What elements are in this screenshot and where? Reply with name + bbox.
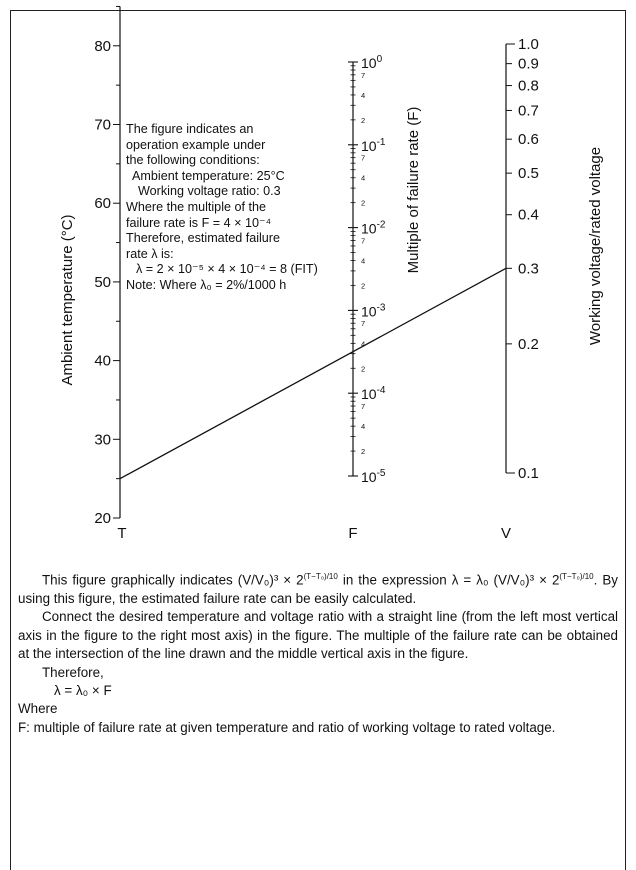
decade-exponent: -3: [377, 302, 386, 313]
minor-label: 4: [361, 339, 365, 348]
example-line: [119, 267, 507, 480]
minor-label: 4: [361, 257, 365, 266]
minor-label: 4: [361, 91, 365, 100]
note-line: Ambient temperature: 25°C: [132, 168, 285, 183]
note-line: rate λ is:: [126, 246, 174, 261]
right-rule: [625, 10, 626, 870]
minor-label: 2: [361, 364, 365, 373]
tick-label: 0.8: [518, 78, 539, 95]
minor-label: 2: [361, 281, 365, 290]
exponent: (T−T₀)/10: [559, 572, 594, 581]
formula-lambda: λ = λ₀ × F: [54, 682, 112, 698]
left-rule: [10, 10, 11, 870]
minor-label: 7: [361, 402, 365, 411]
tick-label: 60: [94, 195, 111, 212]
tick-label: 30: [94, 431, 111, 448]
note-line: failure rate is F = 4 × 10⁻⁴: [126, 215, 272, 230]
tick-label: 0.4: [518, 207, 539, 224]
tick-label: 0.2: [518, 336, 539, 353]
tick-label: 80: [94, 38, 111, 55]
minor-label: 2: [361, 116, 365, 125]
minor-label: 7: [361, 319, 365, 328]
tick-label: 0.9: [518, 56, 539, 73]
example-line-group: [119, 267, 507, 480]
text-part: . By using this figure, the estimated fa…: [18, 572, 618, 606]
decade-exponent: -5: [377, 468, 386, 479]
tick-label: 20: [94, 510, 111, 527]
note-line: λ = 2 × 10⁻⁵ × 4 × 10⁻⁴ = 8 (FIT): [136, 262, 318, 277]
tick-label: 0.1: [518, 465, 539, 482]
temperature-axis: 80 70 60 50 40 30 20 Ambient temperature (°C) T: [59, 5, 127, 542]
tick-label: 0.5: [518, 165, 539, 182]
axis-letter: V: [501, 525, 511, 542]
voltage-ratio-axis: 1.0 0.9 0.8 0.7 0.6 0.5 0.4 0.3 0.2 0.1 Working vo…: [501, 36, 604, 542]
note-line: Working voltage ratio: 0.3: [138, 184, 281, 199]
explanation-text: This figure graphically indicates (V/V₀)…: [18, 568, 618, 737]
paragraph-instructions: Connect the desired temperature and volt…: [18, 609, 618, 662]
minor-label: 7: [361, 154, 365, 163]
decade-label: 100: [361, 54, 383, 71]
minor-label: 7: [361, 71, 365, 80]
axis-title: Ambient temperature (°C): [59, 214, 76, 385]
note-line: Therefore, estimated failure: [126, 231, 280, 246]
top-rule: [10, 10, 626, 11]
tick-label: 0.7: [518, 102, 539, 119]
note-line: The figure indicates an: [126, 122, 254, 136]
axis-letter: T: [117, 525, 126, 542]
decade-exponent: 0: [377, 54, 383, 65]
paragraph-therefore: Therefore,: [42, 664, 104, 680]
note-line: the following conditions:: [126, 153, 260, 168]
minor-label: 4: [361, 174, 365, 183]
decade-label: 10-4: [361, 385, 386, 402]
paragraph-where: Where: [18, 701, 58, 717]
decade-label: 10-1: [361, 137, 386, 154]
decade-exponent: -2: [377, 220, 386, 231]
tick-label: 0.3: [518, 260, 539, 277]
tick-label: 50: [94, 274, 111, 291]
axis-letter: F: [348, 525, 357, 542]
axis-title: Multiple of failure rate (F): [405, 107, 422, 274]
paragraph-formula: This figure graphically indicates (V/V₀)…: [18, 568, 618, 608]
tick-label: 70: [94, 117, 111, 134]
paragraph-definition: F: multiple of failure rate at given tem…: [18, 719, 556, 735]
minor-label: 4: [361, 422, 365, 431]
minor-label: 7: [361, 236, 365, 245]
exponent: (T−T₀)/10: [303, 572, 338, 581]
minor-label: 2: [361, 199, 365, 208]
minor-label: 2: [361, 447, 365, 456]
example-note: The figure indicates an operation exampl…: [126, 122, 356, 294]
note-line: Note: Where λ₀ = 2%/1000 h: [126, 277, 287, 292]
failure-rate-axis: 100 10-1 10-2 10-3 10-4 10-5 7 4 2 7 4 2 7 4 2 7 4 2 7 4 2 Mu…: [348, 54, 422, 542]
decade-exponent: -1: [377, 137, 386, 148]
decade-label: 10-5: [361, 468, 386, 485]
note-line: Where the multiple of the: [126, 199, 267, 214]
tick-label: 1.0: [518, 36, 539, 53]
note-line: operation example under: [126, 137, 266, 152]
text-part: This figure graphically indicates (V/V₀)…: [42, 572, 304, 588]
axis-title: Working voltage/rated voltage: [587, 147, 604, 345]
decade-label: 10-3: [361, 302, 386, 319]
tick-label: 0.6: [518, 131, 539, 148]
decade-label: 10-2: [361, 220, 386, 237]
tick-label: 40: [94, 353, 111, 370]
decade-exponent: -4: [377, 385, 386, 396]
text-part: in the expression λ = λ₀ (V/V₀)³ × 2: [337, 572, 560, 588]
